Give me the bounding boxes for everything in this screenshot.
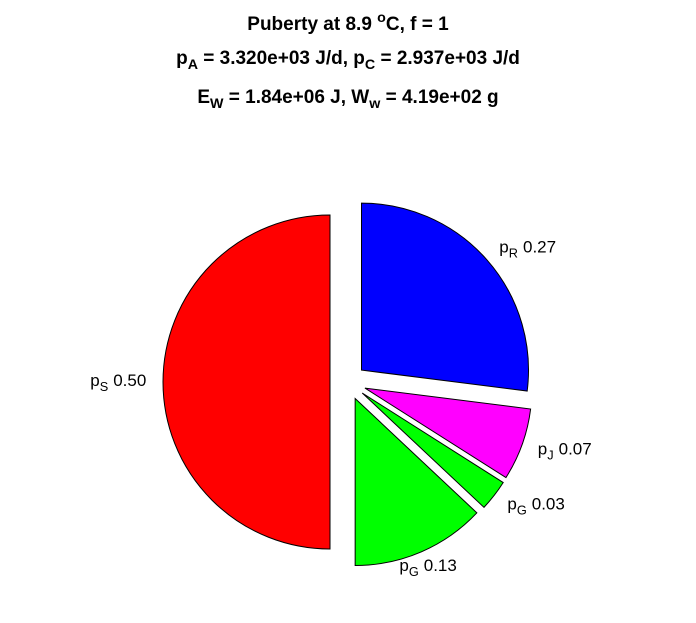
text-run: J: [547, 448, 553, 463]
text-run: S: [100, 379, 109, 394]
slice-label: pG​ 0.13: [399, 557, 456, 580]
text-run: = 2.937e+03 J/d: [375, 48, 520, 69]
text-run: Puberty at 8.9: [247, 14, 377, 35]
text-run: W: [210, 96, 224, 112]
slice-value: 0.03: [532, 495, 565, 514]
slice-label: pG​ 0.03: [507, 495, 564, 518]
slice-name: pG​: [507, 495, 526, 518]
slice-label: pS​ 0.50: [90, 371, 146, 394]
slice-value: 0.07: [559, 440, 592, 459]
slice-label: pR​ 0.27: [499, 238, 556, 261]
text-run: C: [365, 57, 375, 73]
pie-slice: [364, 387, 532, 479]
pie-slice: [361, 392, 504, 509]
slice-name: pS​: [90, 371, 108, 394]
slice-value: 0.13: [424, 557, 457, 576]
text-run: p: [399, 557, 408, 576]
slice-name: pR​: [499, 238, 518, 261]
text-run: = 1.84e+06 J, W: [223, 87, 369, 108]
text-run: = 4.19e+02 g: [380, 87, 498, 108]
slice-label: pJ​ 0.07: [538, 440, 592, 463]
slice-value: 0.27: [523, 238, 556, 257]
text-run: G: [517, 503, 527, 518]
chart-title: pA = 3.320e+03 J/d, pC = 2.937e+03 J/d: [176, 48, 520, 73]
slice-name: pJ​: [538, 440, 554, 463]
text-run: p: [499, 238, 508, 257]
text-run: C, f = 1: [386, 14, 449, 35]
text-run: p: [538, 440, 547, 459]
text-run: o: [377, 10, 386, 26]
text-run: E: [197, 87, 210, 108]
text-run: G: [409, 564, 419, 579]
pie-slice: [162, 214, 331, 550]
text-run: p: [176, 48, 188, 69]
slice-name: pG​: [399, 557, 418, 580]
pie-slice: [354, 397, 478, 567]
text-run: R: [509, 246, 518, 261]
text-run: p: [90, 371, 99, 390]
chart-title: EW = 1.84e+06 J, Ww = 4.19e+02 g: [197, 87, 498, 112]
text-run: = 3.320e+03 J/d, p: [198, 48, 365, 69]
slice-value: 0.50: [113, 371, 146, 390]
chart-title: Puberty at 8.9 oC, f = 1: [247, 10, 449, 35]
text-run: p: [507, 495, 516, 514]
text-run: A: [188, 57, 198, 73]
pie-slice: [361, 202, 530, 392]
text-run: w: [368, 96, 381, 112]
